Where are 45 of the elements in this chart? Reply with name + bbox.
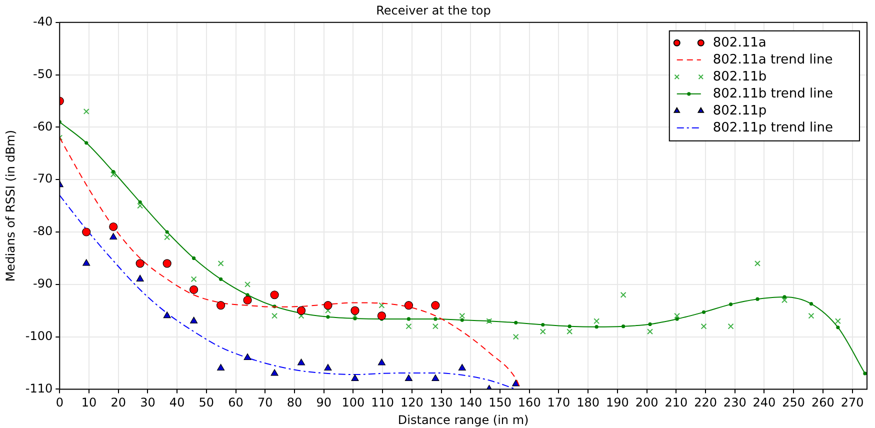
x-tick-label: 20 — [110, 396, 126, 410]
y-tick-label: -100 — [25, 328, 53, 343]
x-tick-label: 70 — [258, 396, 273, 410]
x-axis-title: Distance range (in m) — [398, 412, 529, 427]
x-tick-label: 260 — [812, 396, 834, 410]
y-tick-label: -70 — [33, 172, 53, 186]
x-tick-label: 110 — [371, 396, 394, 410]
x-tick-label: 30 — [140, 396, 156, 410]
y-tick-label: -110 — [25, 381, 53, 396]
x-tick-label: 270 — [840, 396, 864, 410]
y-tick-label: -90 — [33, 276, 53, 291]
x-tick-label: 180 — [576, 396, 600, 410]
x-tick-label: 40 — [169, 396, 185, 410]
x-tick-label: 130 — [430, 396, 453, 410]
x-tick-label: 90 — [316, 396, 332, 410]
y-tick-label: -40 — [33, 14, 53, 29]
x-tick-label: 100 — [342, 396, 365, 410]
x-tick-label: 160 — [518, 396, 541, 410]
x-tick-label: 140 — [459, 396, 482, 410]
legend-label: 802.11p — [712, 103, 767, 118]
y-tick-label: -80 — [33, 224, 53, 238]
legend-label: 802.11p trend line — [712, 120, 834, 136]
legend-label: 802.11b — [712, 69, 767, 84]
x-tick-label: 220 — [694, 396, 717, 410]
legend-label: 802.11a — [712, 35, 766, 50]
x-tick-label: 80 — [286, 396, 302, 410]
legend-label: 802.11b trend line — [712, 86, 834, 102]
y-axis-title: Medians of RSSI (in dBm) — [3, 130, 18, 282]
x-tick-label: 250 — [782, 396, 806, 410]
x-tick-label: 240 — [752, 396, 776, 410]
x-tick-label: 210 — [664, 396, 688, 410]
x-tick-label: 10 — [81, 396, 97, 410]
x-tick-label: 190 — [606, 396, 629, 410]
legend-label: 802.11a trend line — [712, 52, 833, 68]
x-tick-label: 60 — [228, 396, 244, 410]
chart-title: Receiver at the top — [376, 3, 491, 18]
x-tick-label: 230 — [723, 396, 746, 410]
x-tick-label: 120 — [400, 396, 424, 410]
x-tick-label: 200 — [635, 396, 658, 410]
y-tick-label: -60 — [33, 119, 53, 134]
y-tick-label: -50 — [33, 66, 53, 81]
x-tick-label: 50 — [198, 396, 214, 410]
x-tick-label: 0 — [56, 396, 64, 410]
x-tick-label: 170 — [547, 396, 570, 410]
x-tick-label: 150 — [488, 396, 512, 410]
